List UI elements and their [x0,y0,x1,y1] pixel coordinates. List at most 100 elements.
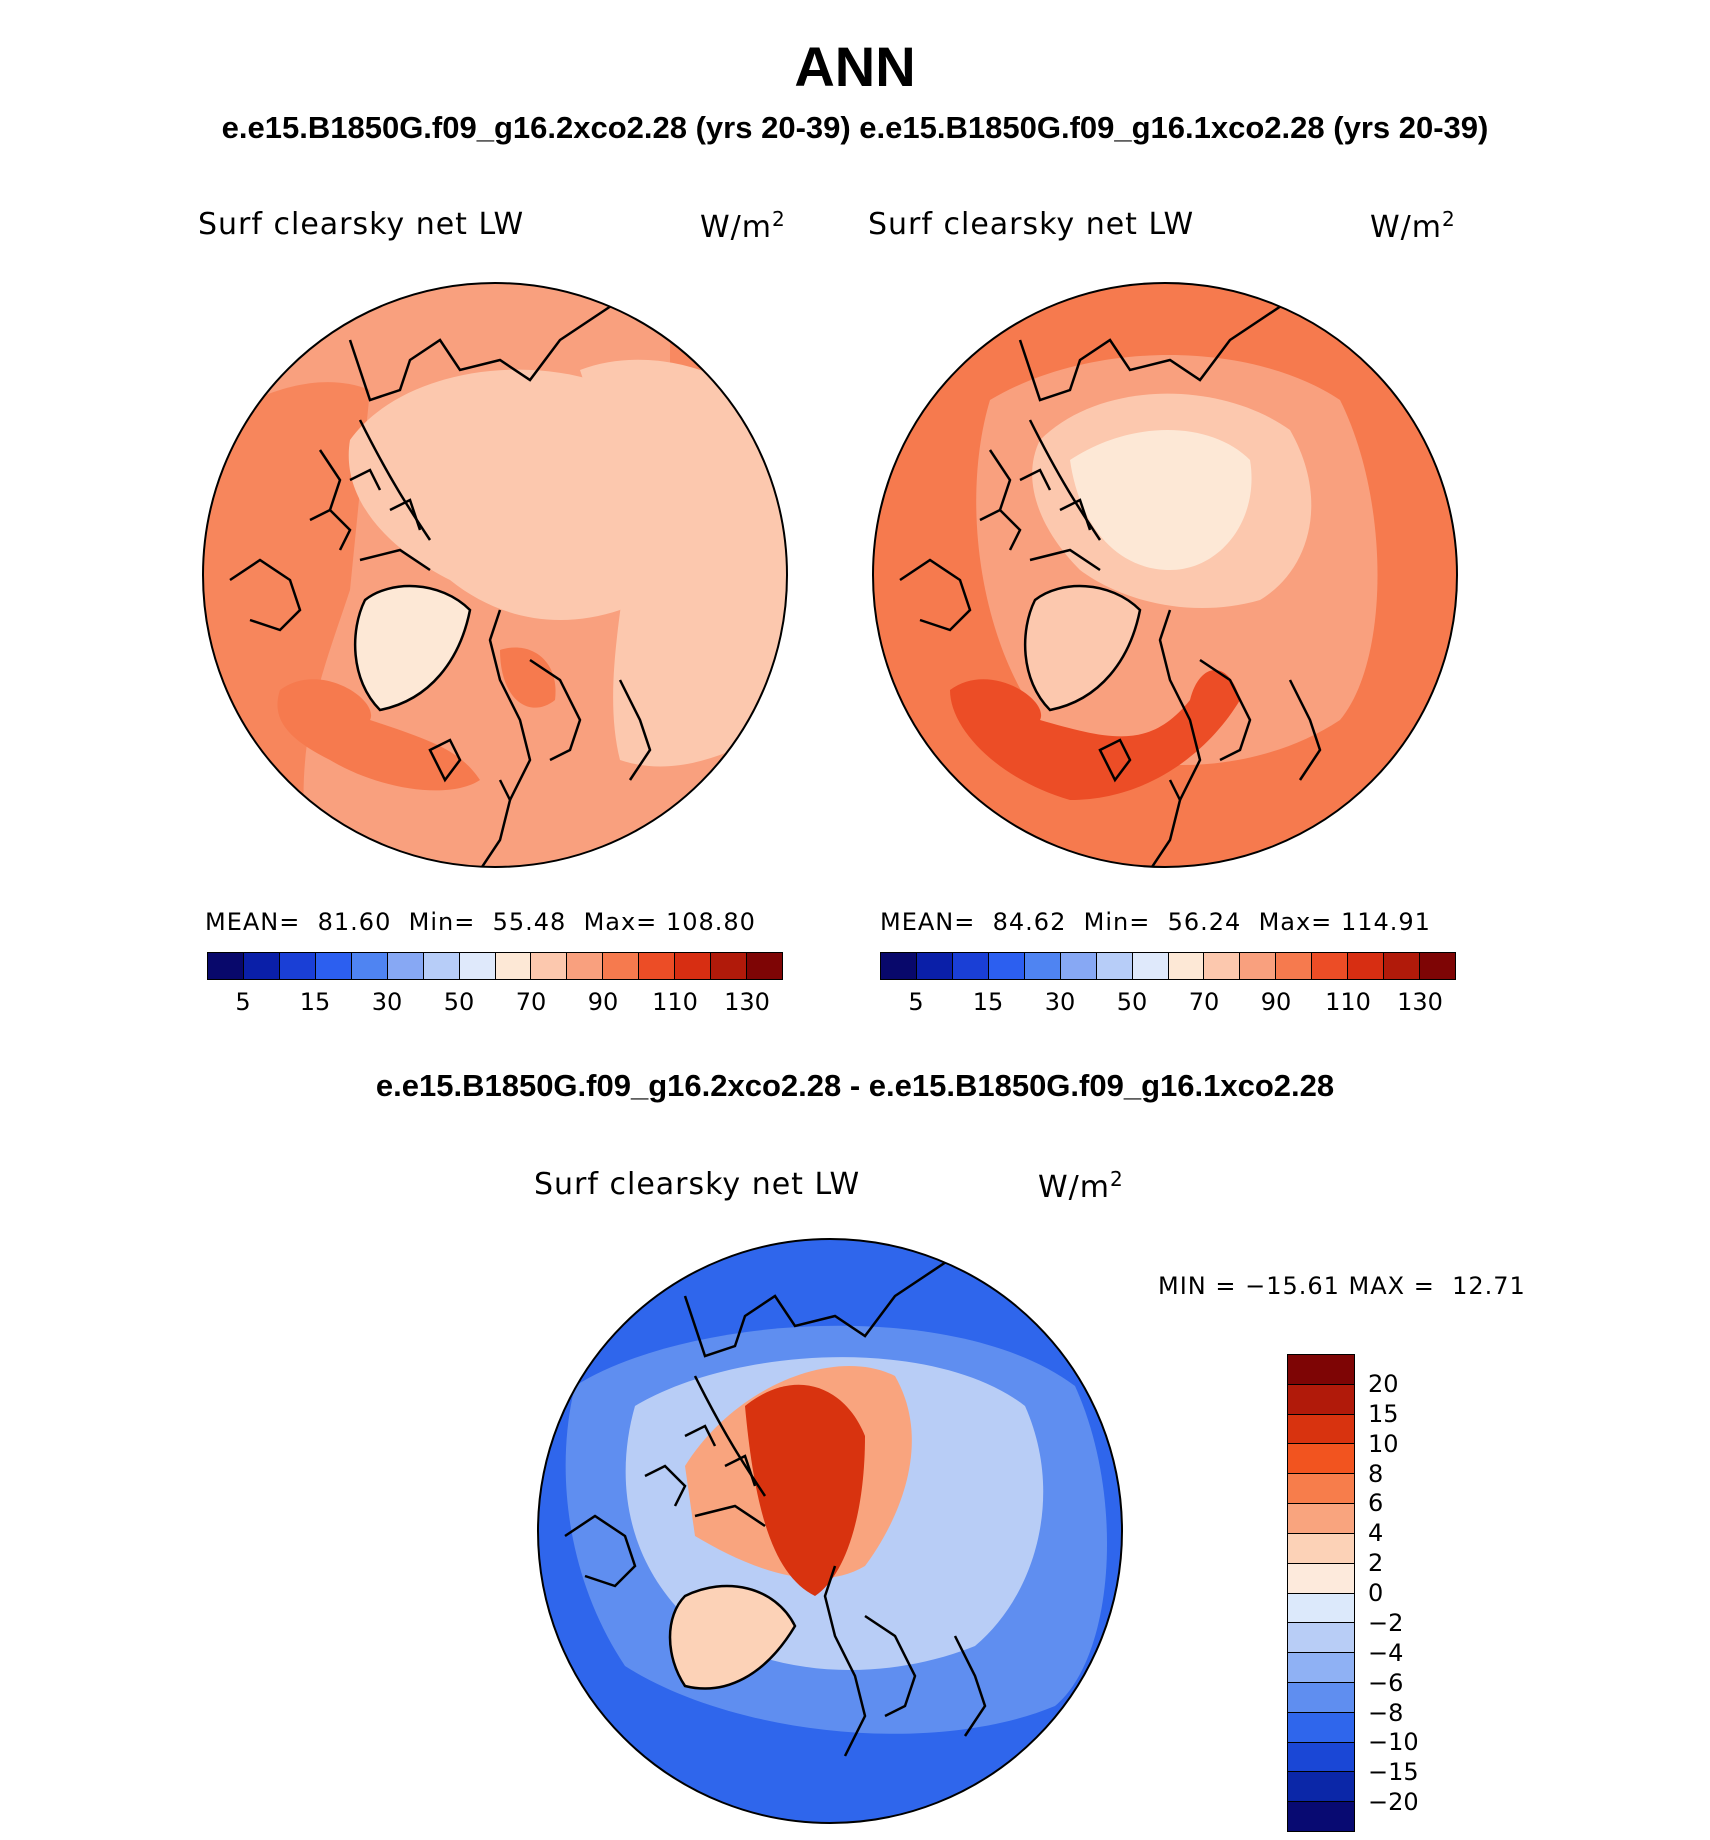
colorbar-swatch [1288,1652,1354,1682]
panel2-colorbar [880,952,1456,980]
colorbar-swatch [350,953,387,979]
colorbar-swatch [1288,1771,1354,1802]
colorbar-tick-label: 70 [1188,988,1220,1016]
panel1-coastline-uk [428,738,512,867]
colorbar-tick-label: 8 [1368,1459,1384,1488]
colorbar-swatch [242,953,279,979]
panel1-coastline-america [229,468,431,632]
diff-coastline-eurasia [683,1254,987,1757]
colorbar-swatch [1239,953,1276,979]
colorbar-tick-label: −6 [1368,1668,1404,1697]
colorbar-swatch [566,953,603,979]
colorbar-tick-label: 50 [1116,988,1148,1016]
diff-minmax: MIN = −15.61 MAX = 12.71 [1158,1272,1526,1300]
difference-polar-map [537,1238,1123,1824]
colorbar-swatch [386,953,423,979]
panel2-variable: Surf clearsky net LW [868,207,1195,242]
colorbar-swatch [1288,1741,1354,1772]
diff-variable: Surf clearsky net LW [534,1167,861,1202]
colorbar-tick-label: −15 [1368,1758,1419,1787]
colorbar-tick-label: 15 [299,988,331,1016]
panel1-greenland [355,586,470,710]
colorbar-swatch [1383,953,1420,979]
panel1-colorbar [207,952,783,980]
colorbar-swatch [1288,1592,1354,1623]
colorbar-tick-label: 5 [235,988,251,1016]
colorbar-swatch [1203,953,1240,979]
panel2-map-border [872,282,1458,868]
colorbar-swatch [674,953,711,979]
colorbar-swatch [208,953,243,979]
colorbar-swatch [987,953,1024,979]
colorbar-tick-label: 70 [515,988,547,1016]
panel2-atlantic-warm [950,670,1240,800]
colorbar-tick-label: −4 [1368,1638,1404,1667]
colorbar-swatch [1288,1503,1354,1533]
colorbar-swatch [1288,1532,1354,1563]
colorbar-swatch [1288,1711,1354,1742]
case-subtitle: e.e15.B1850G.f09_g16.2xco2.28 (yrs 20-39… [221,110,1489,145]
colorbar-tick-label: 2 [1368,1549,1384,1578]
panel1-pacific-field [580,359,787,767]
colorbar-tick-label: 10 [1368,1429,1399,1458]
colorbar-swatch [458,953,495,979]
panel2-coastline-uk [1098,738,1182,867]
colorbar-tick-label: 5 [908,988,924,1016]
colorbar-tick-label: 110 [652,988,698,1016]
diff-coastline-america [564,1424,766,1588]
colorbar-swatch [1095,953,1132,979]
diff-map-border [537,1238,1123,1824]
colorbar-swatch [1311,953,1348,979]
colorbar-swatch [1131,953,1168,979]
colorbar-tick-label: 15 [1368,1399,1399,1428]
colorbar-swatch [951,953,988,979]
colorbar-tick-label: 15 [972,988,1004,1016]
colorbar-tick-label: 90 [587,988,619,1016]
panel1-norwegian-warm [500,647,556,708]
colorbar-swatch [1059,953,1096,979]
colorbar-swatch [638,953,675,979]
colorbar-tick-label: −2 [1368,1608,1404,1637]
difference-title: e.e15.B1850G.f09_g16.2xco2.28 - e.e15.B1… [375,1068,1335,1103]
diff-greenland [670,1586,795,1689]
colorbar-tick-label: 6 [1368,1489,1384,1518]
colorbar-swatch [1288,1801,1354,1831]
colorbar-tick-label: 30 [371,988,403,1016]
colorbar-swatch [1288,1443,1354,1474]
page-title: ANN [794,35,916,98]
colorbar-swatch [1288,1473,1354,1504]
colorbar-swatch [1167,953,1204,979]
colorbar-tick-label: −10 [1368,1728,1419,1757]
colorbar-tick-label: −20 [1368,1788,1419,1817]
colorbar-swatch [422,953,459,979]
diff-arctic-strong [745,1384,865,1596]
panel2-units: W/m2 [1370,207,1456,245]
colorbar-swatch [1275,953,1312,979]
colorbar-tick-label: 110 [1325,988,1371,1016]
colorbar-tick-label: 130 [1397,988,1443,1016]
panel1-units: W/m2 [700,207,786,245]
colorbar-swatch [881,953,916,979]
colorbar-tick-label: 50 [443,988,475,1016]
colorbar-swatch [494,953,531,979]
panel1-map-border [202,282,788,868]
colorbar-swatch [710,953,747,979]
panel1-atlantic-warm [277,679,480,791]
colorbar-swatch [1288,1562,1354,1593]
panel2-stats: MEAN= 84.62 Min= 56.24 Max= 114.91 [880,908,1431,936]
colorbar-swatch [1288,1413,1354,1444]
colorbar-swatch [915,953,952,979]
colorbar-swatch [1347,953,1384,979]
colorbar-swatch [602,953,639,979]
colorbar-swatch [1023,953,1060,979]
colorbar-swatch [314,953,351,979]
colorbar-swatch [1419,953,1455,979]
panel1-stats: MEAN= 81.60 Min= 55.48 Max= 108.80 [205,908,756,936]
colorbar-tick-label: −8 [1368,1698,1404,1727]
colorbar-tick-label: 130 [724,988,770,1016]
panel2-pole-field [1070,430,1252,570]
panel2-coastline-greenland [1023,584,1142,712]
diff-colorbar [1287,1354,1355,1832]
colorbar-swatch [278,953,315,979]
panel2-coastline-eurasia [988,298,1322,801]
